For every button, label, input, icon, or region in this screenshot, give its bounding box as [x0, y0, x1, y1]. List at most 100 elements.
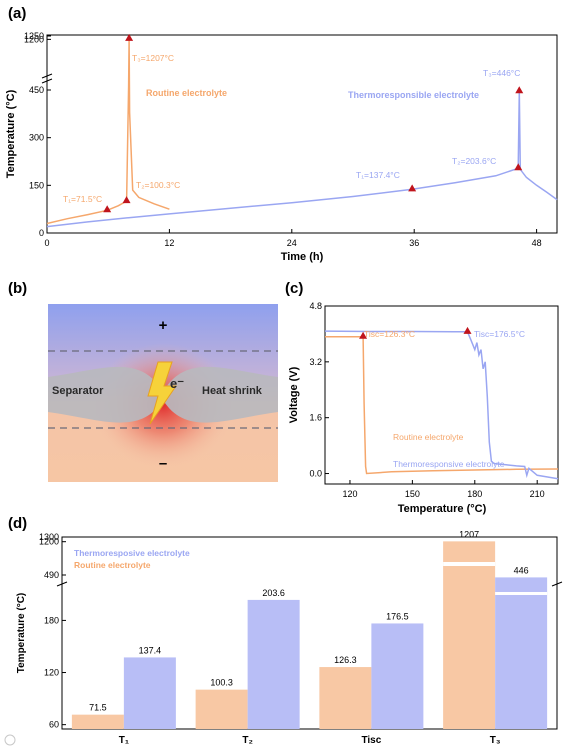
panel-c-frame: [324, 305, 559, 485]
c-xtick-label: 180: [467, 489, 482, 499]
d-bar: [371, 623, 424, 729]
d-bar: [195, 689, 248, 729]
d-bar-break: [495, 592, 548, 595]
panel-a-routine-label: Routine electrolyte: [146, 88, 227, 98]
c-ytick-label: 0.0: [309, 469, 322, 479]
a-marker-triangle: [122, 196, 131, 204]
lightning-icon: [147, 361, 177, 425]
panel-d-label: (d): [8, 515, 27, 532]
a-marker-triangle: [103, 205, 112, 213]
a-xtick-label: 24: [287, 238, 297, 248]
panel-a-thermo-label: Thermoresponsible electrolyte: [348, 90, 479, 100]
a-ytick-label: 1250: [24, 31, 44, 41]
d-value-label: 176.5: [386, 611, 409, 621]
d-ytick-label: 180: [44, 615, 59, 625]
panel-d-value-labels: 71.5 137.4 100.3 203.6 126.3 176.5 1207 446: [89, 529, 529, 712]
panel-c-routine-ann: Tisc=126.3°C: [364, 329, 415, 339]
a-axis-break: [41, 78, 53, 84]
panel-c-lines: [324, 330, 559, 480]
panel-c-ylabel: Voltage (V): [288, 366, 300, 423]
a-marker-triangle: [515, 86, 524, 94]
d-category-label: T₁: [119, 735, 129, 746]
d-category-label: Tisc: [361, 735, 381, 746]
panel-a-ylabel: Temperature (°C): [5, 89, 17, 178]
d-ytick-label: 490: [44, 570, 59, 580]
panel-a-label: (a): [8, 5, 26, 22]
a-marker-triangle: [408, 184, 417, 192]
a-xtick-label: 48: [532, 238, 542, 248]
a-xtick-label: 36: [409, 238, 419, 248]
watermark: [4, 734, 16, 746]
d-bar: [443, 541, 496, 729]
d-category-label: T₃: [490, 735, 501, 746]
d-value-label: 126.3: [334, 655, 357, 665]
plus-sign: +: [159, 317, 168, 334]
c-xtick-label: 120: [342, 489, 357, 499]
c-marker-triangle: [359, 331, 368, 339]
panel-a-lines: [46, 38, 558, 228]
panel-c-axes: 120 150 180 210 0.0 1.6 3.2 4.8: [309, 301, 544, 499]
c-series-line: [324, 330, 559, 480]
panel-a-thermo-t1: T₁=137.4°C: [356, 170, 400, 180]
panel-a-markers: [103, 33, 524, 213]
a-xtick-label: 12: [164, 238, 174, 248]
d-bar: [319, 667, 372, 729]
panel-c-thermo-ann: Tisc=176.5°C: [474, 329, 525, 339]
panel-a-frame: [46, 34, 558, 234]
panel-a-routine-t2: T₂=100.3°C: [136, 180, 180, 190]
panel-b-label: (b): [8, 280, 27, 297]
a-ytick-label: 300: [29, 133, 44, 143]
d-value-label: 1207: [459, 529, 479, 539]
d-ytick-label: 1200: [39, 537, 59, 547]
panel-d-frame: [61, 536, 558, 730]
panel-c-thermo-label: Thermoresponsive electrolyte: [393, 459, 505, 469]
d-category-label: T₂: [242, 735, 253, 746]
heat-shrink-text: Heat shrink: [202, 385, 263, 397]
d-bar: [71, 714, 124, 729]
a-ytick-label: 1200: [24, 34, 44, 44]
panel-c-xlabel: Temperature (°C): [398, 503, 487, 515]
d-bar: [247, 599, 300, 729]
d-axis-break: [551, 581, 563, 587]
c-ytick-label: 3.2: [309, 357, 322, 367]
d-value-label: 446: [514, 565, 529, 575]
a-series-line: [46, 38, 170, 225]
d-bar: [123, 657, 176, 729]
panel-a-thermo-t2: T₂=203.6°C: [452, 156, 496, 166]
minus-sign: –: [159, 455, 167, 472]
panel-a-xlabel: Time (h): [281, 251, 324, 263]
c-xtick-label: 210: [530, 489, 545, 499]
panel-a-thermo-t3: T₃=446°C: [483, 68, 520, 78]
panel-a-routine-t1: T₁=71.5°C: [63, 194, 102, 204]
d-value-label: 137.4: [139, 645, 162, 655]
panel-b: (b) + – Separator Heat shrink e⁻: [8, 280, 278, 482]
d-ytick-label: 1300: [39, 532, 59, 542]
c-xtick-label: 150: [405, 489, 420, 499]
panel-d-legend-thermo: Thermoresposive electrolyte: [74, 548, 190, 558]
d-bar-break: [443, 562, 496, 566]
watermark-icon: [4, 734, 16, 746]
d-value-label: 71.5: [89, 703, 107, 713]
d-bar: [495, 577, 548, 729]
c-series-line: [325, 335, 559, 475]
panel-d-ylabel: Temperature (°C): [16, 593, 27, 674]
d-ytick-label: 60: [49, 720, 59, 730]
panel-a-routine-t3: T₃=1207°C: [132, 53, 174, 63]
electron-symbol: e⁻: [170, 376, 184, 391]
panel-c-label: (c): [285, 280, 303, 297]
a-xtick-label: 0: [44, 238, 49, 248]
d-axis-break: [56, 581, 68, 587]
panel-d-bars: [71, 541, 548, 729]
d-value-label: 203.6: [262, 588, 285, 598]
a-ytick-label: 0: [39, 228, 44, 238]
panel-c: (c) 120 150 180 210 0.0 1.6 3.2 4.8 Temperature…: [285, 280, 559, 515]
c-ytick-label: 4.8: [309, 301, 322, 311]
a-ytick-label: 450: [29, 85, 44, 95]
d-value-label: 100.3: [210, 678, 233, 688]
c-marker-triangle: [463, 326, 472, 334]
